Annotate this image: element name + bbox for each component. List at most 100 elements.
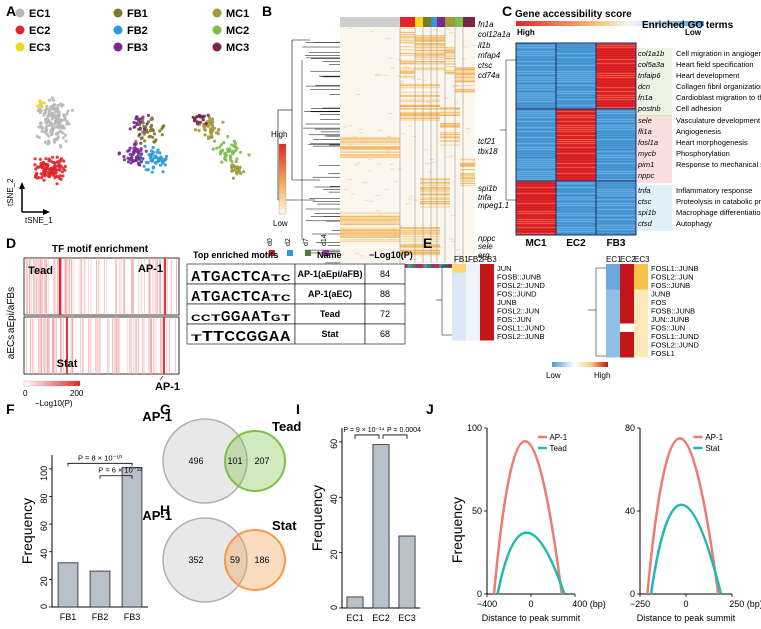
heat-cell — [439, 35, 444, 37]
c-stripe — [556, 95, 596, 96]
point-fb1 — [152, 132, 157, 136]
point-mc2 — [232, 139, 236, 143]
c-stripe — [596, 81, 636, 82]
heat-cell — [390, 67, 395, 69]
e-right-row: FOSB::JUNB — [651, 307, 695, 316]
d-motif-value: 72 — [380, 309, 390, 319]
motif-letter: T — [271, 293, 281, 303]
d-motif-name: AP-1(aEpi/aFB) — [297, 269, 362, 279]
point-mc1 — [197, 129, 201, 133]
c-stripe — [516, 117, 556, 118]
c-stripe — [516, 169, 556, 170]
motif-letter: T — [241, 288, 251, 305]
heat-cell — [398, 225, 403, 227]
j-right-xtick-label: 0 — [683, 599, 688, 609]
d-th-motifs: Top enriched motifs — [193, 250, 278, 260]
heat-cell — [400, 46, 415, 48]
c-stripe — [596, 97, 636, 98]
heat-cell — [397, 59, 402, 60]
point-ec3 — [38, 99, 42, 103]
panel-c-labels: col1a1b col5a3a tnfaip6 dcn fn1a postnb Cell m… — [525, 48, 761, 249]
heat-cell — [455, 68, 460, 70]
c-stripe — [556, 139, 596, 140]
heat-cell — [429, 159, 434, 160]
i-ylabel: Frequency — [309, 485, 325, 551]
j-left-ytick-label: 50 — [472, 506, 482, 516]
c-stripe — [596, 111, 636, 112]
motif-letter: G — [247, 328, 258, 345]
e-right-cell — [634, 340, 648, 349]
c-stripe — [516, 207, 556, 208]
heat-cell — [403, 75, 408, 77]
point-ec1 — [63, 133, 68, 137]
d-th-pval: −Log10(P) — [369, 250, 413, 260]
c-stripe — [556, 209, 596, 210]
point-ec1 — [65, 112, 69, 116]
c-stripe — [556, 159, 596, 160]
heat-cell — [440, 133, 460, 135]
b-time-d7: d7 — [303, 238, 310, 246]
point-fb3 — [138, 126, 142, 131]
c-stripe — [556, 111, 596, 112]
legend-label-fb3: FB3 — [127, 42, 148, 54]
cluster-bar-0 — [340, 17, 400, 27]
point-mc3 — [195, 115, 199, 119]
c-stripe — [516, 157, 556, 158]
point-ec2 — [46, 170, 50, 175]
e-right-cell — [634, 306, 648, 315]
c-stripe — [516, 131, 556, 132]
point-ec1 — [44, 107, 49, 111]
point-ec2 — [33, 163, 37, 167]
point-ec2 — [34, 167, 38, 171]
c-col-fb3: FB3 — [607, 238, 626, 249]
point-mc1 — [241, 170, 246, 174]
c-stripe — [596, 57, 636, 58]
b-gene-cd74a: cd74a — [478, 71, 500, 80]
c-stripe — [596, 139, 636, 140]
heat-cell — [387, 136, 391, 137]
c-stripe — [516, 155, 556, 156]
c-stripe — [596, 203, 636, 204]
e-left-cell — [480, 289, 494, 298]
heat-cell — [415, 63, 445, 65]
c-go-term: Response to mechanical stimulus — [676, 160, 761, 169]
timepoint-bar — [415, 264, 420, 268]
heat-cell — [420, 191, 450, 193]
c-stripe — [556, 205, 596, 206]
heat-cell — [420, 184, 450, 186]
panel-g-venn: AP-1 Tead 496 101 207 — [142, 409, 301, 504]
heat-cell — [420, 181, 450, 184]
heat-cell — [430, 162, 435, 163]
heat-cell — [455, 81, 475, 83]
c-stripe — [516, 45, 556, 46]
e-scale-high: High — [594, 371, 610, 380]
panel-letter-h: H — [160, 502, 170, 518]
c-stripe — [596, 47, 636, 48]
heat-cell — [420, 198, 450, 200]
heat-cell — [415, 39, 445, 41]
heat-cell — [440, 114, 460, 116]
point-ec1 — [50, 131, 54, 136]
j-left-xtick-label: 400 (bp) — [572, 599, 606, 609]
c-go-term: Proteolysis in catabolic process — [676, 197, 761, 206]
point-ec2 — [53, 165, 57, 169]
e-right-cell — [606, 306, 620, 315]
heat-cell — [454, 84, 459, 86]
point-ec1 — [70, 108, 75, 112]
point-mc1 — [239, 171, 243, 176]
heat-cell — [400, 87, 440, 89]
tsne1-label: tSNE_1 — [25, 216, 53, 225]
heat-cell — [340, 156, 400, 158]
c-stripe — [516, 49, 556, 50]
point-mc2 — [247, 153, 251, 157]
point-fb2 — [140, 158, 144, 162]
c-stripe — [596, 209, 636, 210]
heat-cell — [451, 85, 456, 87]
panel-b-timepoint-legend: d0 d2 d7 d14 — [267, 234, 329, 256]
e-left-cell — [480, 306, 494, 315]
j-left-xtick-label: −400 — [477, 599, 497, 609]
point-mc1 — [235, 170, 239, 174]
d-mark-tead: Tead — [28, 265, 53, 277]
heat-cell — [348, 125, 353, 126]
